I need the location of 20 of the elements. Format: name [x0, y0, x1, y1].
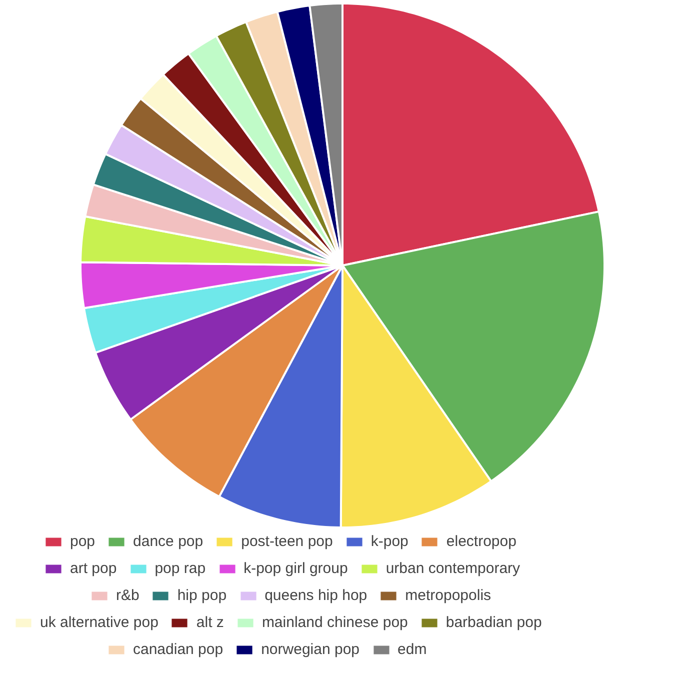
- legend-label: metropopolis: [405, 587, 492, 604]
- legend-label: pop: [70, 533, 96, 550]
- legend-label: pop rap: [154, 560, 206, 577]
- legend-label: alt z: [196, 614, 224, 631]
- legend-label: post-teen pop: [241, 533, 333, 550]
- legend-label: norwegian pop: [261, 641, 360, 658]
- legend-label: k-pop: [370, 533, 408, 550]
- legend-label: electropop: [446, 533, 516, 550]
- legend-label: barbadian pop: [446, 614, 542, 631]
- legend-label: dance pop: [133, 533, 204, 550]
- legend-label: k-pop girl group: [244, 560, 348, 577]
- legend-label: hip pop: [177, 587, 227, 604]
- legend-label: art pop: [70, 560, 117, 577]
- legend-label: canadian pop: [133, 641, 224, 658]
- legend-label: mainland chinese pop: [262, 614, 408, 631]
- legend-label: r&b: [116, 587, 140, 604]
- legend-label: uk alternative pop: [40, 614, 158, 631]
- legend-label: queens hip hop: [264, 587, 368, 604]
- legend-label: edm: [398, 641, 427, 658]
- legend-label: urban contemporary: [386, 560, 520, 577]
